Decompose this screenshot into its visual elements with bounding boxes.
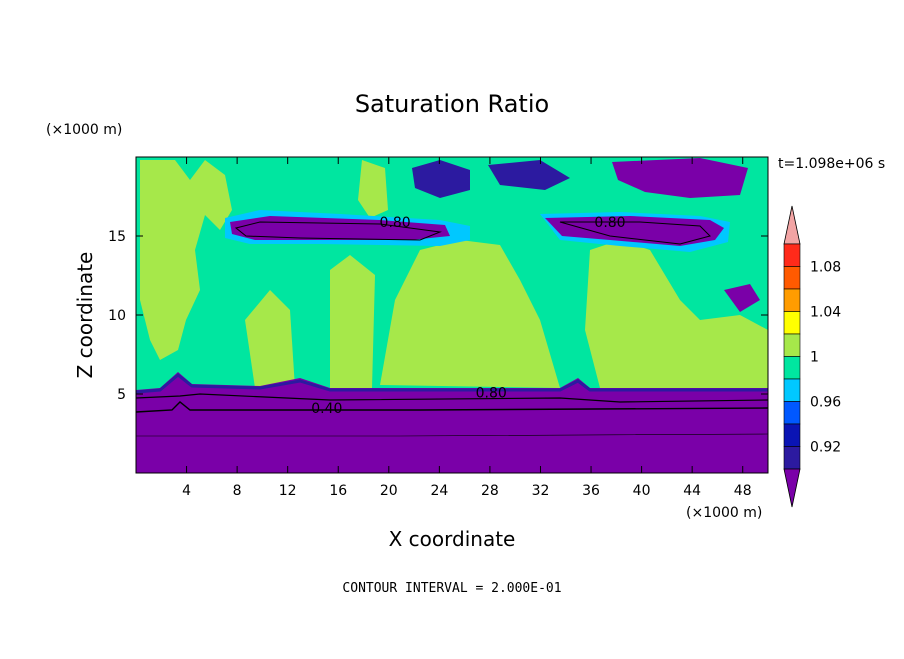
colorbar-tick-label: 1 bbox=[810, 350, 819, 366]
colorbar-tick-label: 0.92 bbox=[810, 440, 841, 456]
x-tick-label: 32 bbox=[532, 483, 550, 499]
contour-label: 0.40 bbox=[311, 401, 342, 417]
colorbar-segment bbox=[783, 266, 801, 290]
contour-line-020 bbox=[136, 433, 768, 437]
field-top-blob-mid bbox=[488, 160, 570, 190]
colorbar-segment bbox=[783, 423, 801, 447]
field-wet-patch-center bbox=[380, 240, 560, 388]
field-wet-patch-top bbox=[358, 160, 388, 218]
contour-label: 0.80 bbox=[594, 215, 625, 231]
x-tick-label: 24 bbox=[430, 483, 448, 499]
colorbar-tick-label: 1.04 bbox=[810, 305, 841, 321]
x-axis-label: X coordinate bbox=[389, 527, 516, 551]
colorbar-segment bbox=[783, 378, 801, 402]
field-wet-patch-mid bbox=[330, 255, 375, 388]
colorbar-segment bbox=[783, 243, 801, 267]
chart-title: Saturation Ratio bbox=[355, 90, 549, 118]
y-unit-label: (×1000 m) bbox=[46, 122, 122, 138]
colorbar-segment bbox=[783, 401, 801, 425]
y-tick-label: 5 bbox=[117, 387, 126, 403]
field-wet-patch-right bbox=[585, 240, 768, 388]
field-lower-dry-layer bbox=[136, 372, 768, 473]
field-wet-patch-left bbox=[140, 160, 232, 360]
colorbar-tick-label: 0.96 bbox=[810, 395, 841, 411]
x-unit-label: (×1000 m) bbox=[686, 505, 762, 521]
colorbar-tick-label: 1.08 bbox=[810, 260, 841, 276]
contour-line-040 bbox=[136, 401, 768, 413]
y-tick-label: 15 bbox=[108, 229, 126, 245]
x-tick-label: 8 bbox=[233, 483, 242, 499]
time-label: t=1.098e+06 s bbox=[778, 156, 885, 172]
y-axis-ticks: 5 10 15 bbox=[108, 229, 768, 403]
x-axis-ticks: 4 8 12 16 20 24 28 32 36 40 44 48 bbox=[182, 157, 752, 499]
x-tick-label: 28 bbox=[481, 483, 499, 499]
field-wet-patch-small bbox=[245, 290, 295, 388]
plot-area: 0.80 0.800.800.40 4 8 12 16 20 24 28 32 36 40 44 48 … bbox=[108, 156, 769, 499]
x-tick-label: 4 bbox=[182, 483, 191, 499]
contour-label: 0.80 bbox=[476, 385, 507, 401]
x-tick-label: 36 bbox=[582, 483, 600, 499]
field-lower-edge bbox=[136, 373, 768, 394]
contour-line-080 bbox=[136, 393, 768, 403]
colorbar-segment bbox=[783, 288, 801, 312]
colorbar: 0.92 0.96 1 1.04 1.08 bbox=[783, 205, 841, 508]
y-axis-label: Z coordinate bbox=[73, 252, 97, 379]
colorbar-extend-bottom bbox=[783, 468, 801, 508]
x-tick-label: 40 bbox=[633, 483, 651, 499]
contour-interval-label: CONTOUR INTERVAL = 2.000E-01 bbox=[342, 581, 561, 596]
contour-labels: 0.80 0.80 0.80 0.40 bbox=[311, 215, 625, 417]
x-tick-label: 12 bbox=[279, 483, 297, 499]
contour-band-left bbox=[234, 221, 442, 241]
contour-label: 0.80 bbox=[380, 215, 411, 231]
x-tick-label: 48 bbox=[734, 483, 752, 499]
x-tick-label: 16 bbox=[329, 483, 347, 499]
field-top-blob-right bbox=[612, 158, 748, 198]
y-tick-label: 10 bbox=[108, 308, 126, 324]
x-tick-label: 44 bbox=[683, 483, 701, 499]
x-tick-label: 20 bbox=[380, 483, 398, 499]
field-top-blob-left bbox=[412, 160, 470, 198]
colorbar-segment bbox=[783, 446, 801, 470]
colorbar-segment bbox=[783, 311, 801, 335]
field-side-blob bbox=[724, 284, 760, 312]
colorbar-extend-top bbox=[783, 205, 801, 245]
contour-band-right bbox=[559, 221, 711, 245]
colorbar-segment bbox=[783, 333, 801, 357]
colorbar-segment bbox=[783, 356, 801, 380]
field-band-right-dry bbox=[545, 216, 724, 246]
